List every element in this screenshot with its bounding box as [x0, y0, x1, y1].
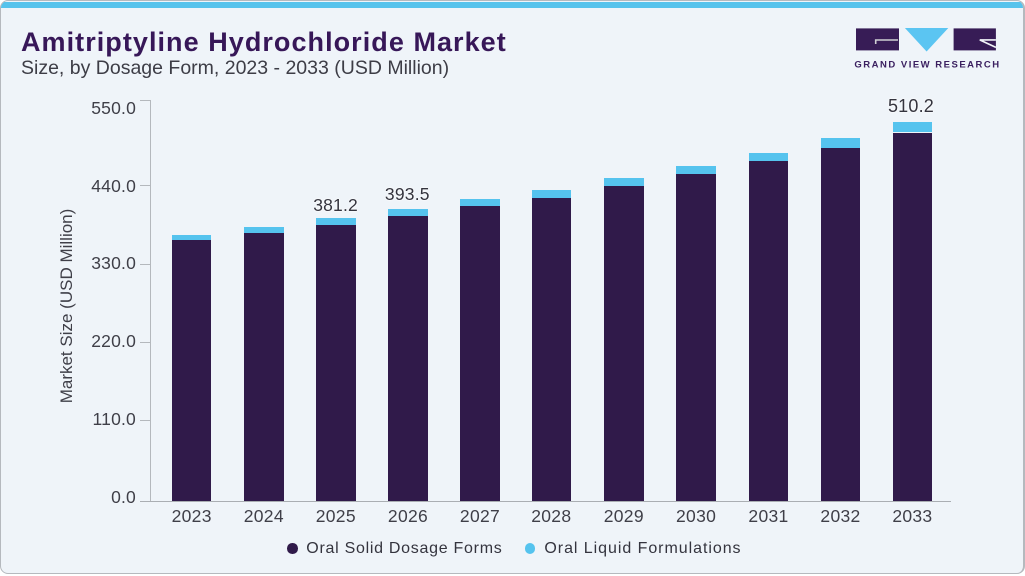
- svg-text:GRAND VIEW RESEARCH: GRAND VIEW RESEARCH: [854, 60, 1000, 71]
